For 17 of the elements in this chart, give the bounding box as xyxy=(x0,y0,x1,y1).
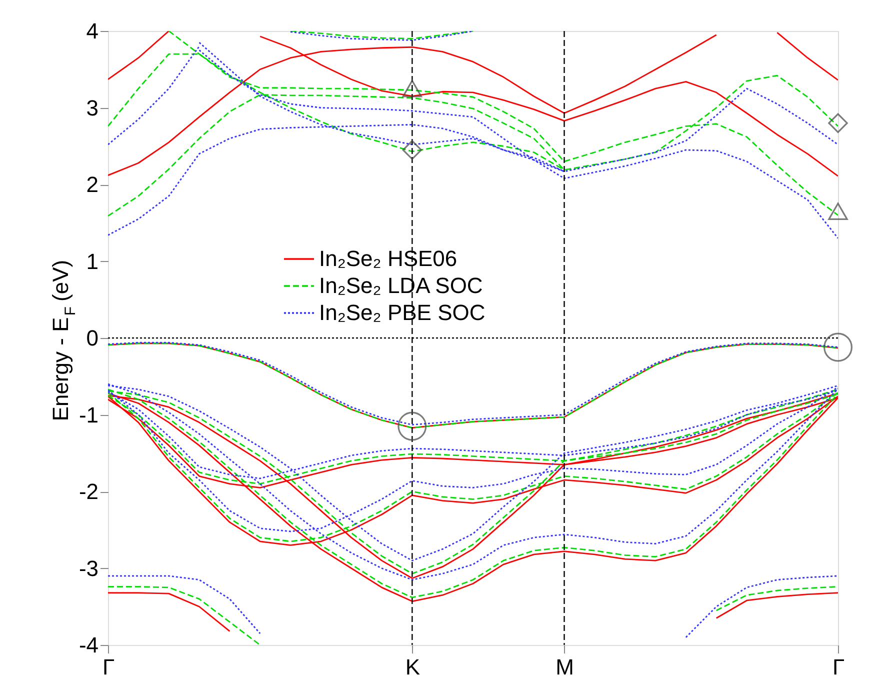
y-tick-label: 0 xyxy=(86,326,98,350)
x-tick-label: Γ xyxy=(102,654,115,680)
y-tick-label: 2 xyxy=(86,172,98,197)
legend-label: In₂Se₂ HSE06 xyxy=(319,246,458,271)
y-axis-title: Energy - EF (eV) xyxy=(48,260,79,422)
legend-label: In₂Se₂ LDA SOC xyxy=(319,273,483,298)
x-tick-label: M xyxy=(556,654,574,680)
y-tick-label: 1 xyxy=(86,248,98,274)
y-tick-label: -1 xyxy=(78,402,98,428)
x-tick-label: K xyxy=(405,654,420,680)
legend-label: In₂Se₂ PBE SOC xyxy=(319,300,486,325)
y-tick-label: 4 xyxy=(86,18,98,44)
y-tick-label: -3 xyxy=(78,556,98,581)
y-tick-label: -4 xyxy=(78,632,98,658)
y-tick-label: 3 xyxy=(86,95,98,120)
x-tick-label: Γ xyxy=(832,654,845,680)
y-tick-label: -2 xyxy=(78,479,98,504)
